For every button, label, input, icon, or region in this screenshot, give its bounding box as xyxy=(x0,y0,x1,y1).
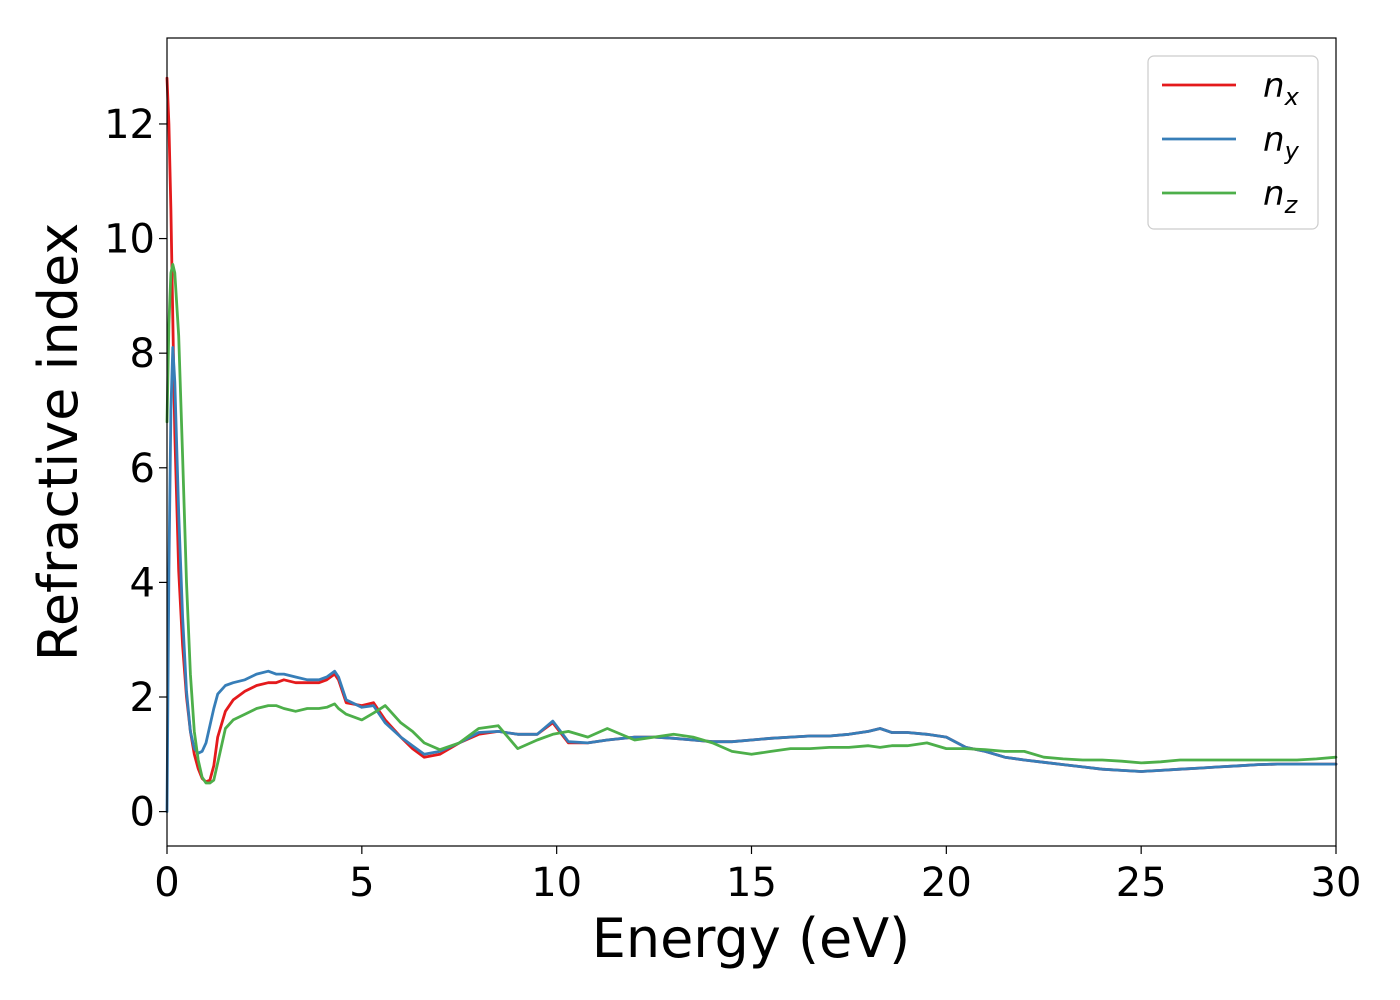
y-axis-ticks: 0 2 4 6 8 10 12 xyxy=(104,102,167,836)
y-tick-label: 8 xyxy=(130,331,155,377)
legend-label-nz: nz xyxy=(1263,174,1299,219)
x-tick-label: 20 xyxy=(921,860,972,906)
x-axis-label: Energy (eV) xyxy=(592,907,911,970)
y-tick-label: 12 xyxy=(104,102,155,148)
series-line-ny xyxy=(165,345,1338,813)
legend-label-subscript: y xyxy=(1284,137,1300,165)
x-axis-ticks: 0 5 10 15 20 25 30 xyxy=(154,846,1361,906)
legend-label-main: n xyxy=(1263,174,1285,214)
legend-label-subscript: z xyxy=(1284,191,1299,219)
y-tick-label: 6 xyxy=(130,446,155,492)
x-tick-label: 25 xyxy=(1116,860,1167,906)
y-tick-label: 0 xyxy=(130,790,155,836)
series-layer xyxy=(165,76,1338,813)
y-tick-label: 4 xyxy=(130,560,155,606)
x-tick-label: 5 xyxy=(349,860,374,906)
legend-label-nx: nx xyxy=(1263,66,1300,111)
y-axis-label: Refractive index xyxy=(27,223,90,662)
legend-label-ny: ny xyxy=(1263,120,1300,165)
legend-label-main: n xyxy=(1263,120,1285,160)
y-tick-label: 2 xyxy=(130,675,155,721)
legend-label-main: n xyxy=(1263,66,1285,106)
series-line-nz xyxy=(165,262,1338,785)
x-tick-label: 15 xyxy=(726,860,777,906)
legend-label-subscript: x xyxy=(1284,83,1300,111)
x-tick-label: 0 xyxy=(154,860,179,906)
legend-box xyxy=(1147,55,1319,230)
x-tick-label: 10 xyxy=(531,860,582,906)
x-tick-label: 30 xyxy=(1311,860,1362,906)
y-tick-label: 10 xyxy=(104,217,155,263)
